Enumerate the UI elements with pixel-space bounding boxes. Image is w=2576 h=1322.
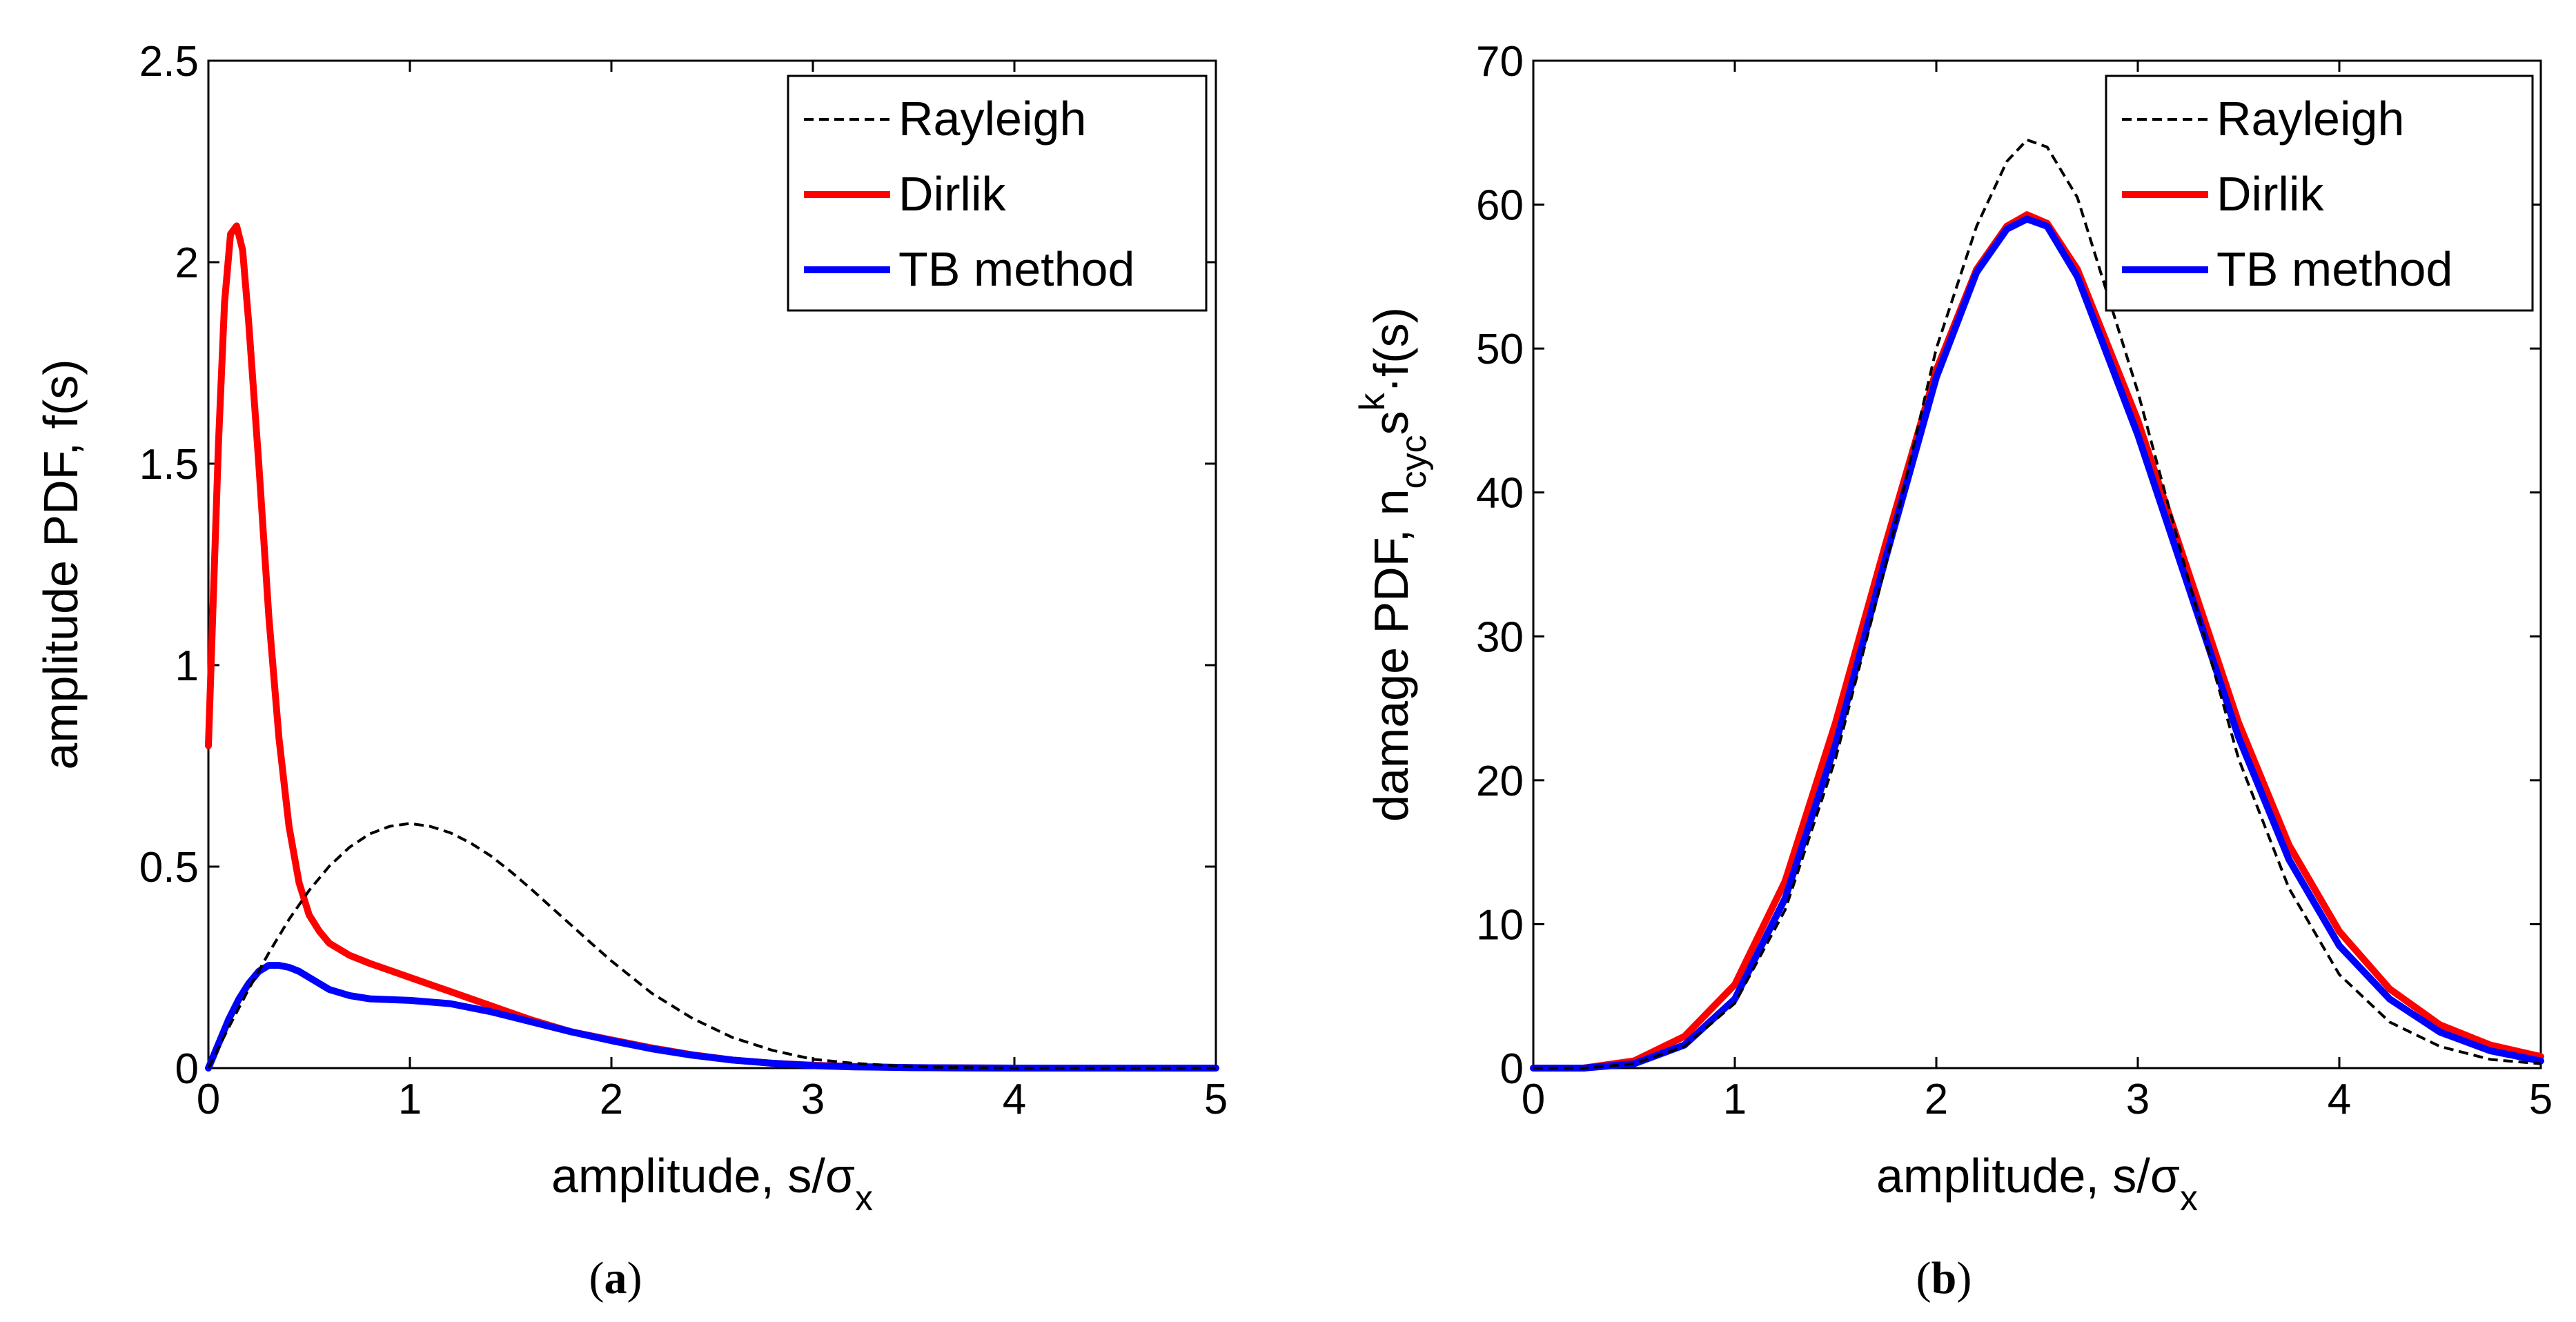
legend-label-rayleigh-a: Rayleigh [898, 92, 1086, 146]
y-tick-label-b-0: 0 [1500, 1045, 1524, 1093]
y-tick-label-a-3: 1.5 [139, 441, 199, 489]
plot-area-frame-a [207, 59, 1217, 1069]
plot-area-frame-b [1532, 59, 2542, 1069]
series-line-dirlik-a [205, 222, 1219, 1072]
y-axis-label-a: amplitude PDF, f(s) [34, 359, 88, 769]
series-group-a [205, 222, 1219, 1072]
y-tick-label-b-5: 50 [1476, 326, 1524, 373]
legend-label-tb-b: TB method [2216, 242, 2452, 296]
y-tick-label-a-1: 0.5 [139, 844, 199, 891]
y-tick-label-a-2: 1 [175, 642, 199, 690]
x-tick-label-b-0: 0 [1522, 1076, 1545, 1123]
x-tick-label-a-0: 0 [197, 1076, 220, 1123]
series-group-b [1530, 138, 2544, 1072]
y-tick-label-b-4: 40 [1476, 470, 1524, 517]
legend-a: Rayleigh Dirlik TB method [787, 75, 1208, 312]
x-tick-label-b-1: 1 [1723, 1076, 1747, 1123]
x-tick-label-a-4: 4 [1003, 1076, 1026, 1123]
series-line-rayleigh-b [1533, 138, 2541, 1069]
series-line-rayleigh-a [207, 822, 1216, 1069]
y-tick-label-b-7: 70 [1476, 38, 1524, 86]
y-tick-label-b-2: 20 [1476, 758, 1524, 805]
x-axis-label-b: amplitude, s/σx [1876, 1149, 2198, 1219]
x-tick-label-a-3: 3 [801, 1076, 825, 1123]
x-tick-label-b-5: 5 [2529, 1076, 2553, 1123]
y-tick-label-a-0: 0 [175, 1045, 199, 1093]
y-tick-label-b-6: 60 [1476, 182, 1524, 230]
series-line-tb-method-a [205, 962, 1219, 1072]
series-line-tb-method-b [1530, 215, 2544, 1072]
y-axis-label-b: damage PDF, ncycsk·f(s) [1353, 307, 1434, 822]
legend-label-rayleigh-b: Rayleigh [2216, 92, 2404, 146]
legend-label-dirlik-b: Dirlik [2216, 167, 2325, 221]
y-tick-label-b-3: 30 [1476, 613, 1524, 661]
legend-label-tb-a: TB method [898, 242, 1134, 296]
y-tick-label-a-4: 2 [175, 239, 199, 287]
y-tick-label-a-5: 2.5 [139, 38, 199, 86]
caption-a: (a) [589, 1253, 642, 1303]
x-axis-label-a: amplitude, s/σx [551, 1149, 873, 1219]
x-tick-label-b-3: 3 [2126, 1076, 2150, 1123]
x-tick-label-a-2: 2 [600, 1076, 623, 1123]
x-tick-label-a-1: 1 [398, 1076, 422, 1123]
legend-label-dirlik-a: Dirlik [898, 167, 1007, 221]
y-tick-label-b-1: 10 [1476, 901, 1524, 949]
chart-panel-a: 0 1 2 3 4 5 0 0.5 1 1.5 2 2.5 amplitude, s/σx ampli… [34, 38, 1228, 1303]
legend-b: Rayleigh Dirlik TB method [2105, 75, 2534, 312]
x-tick-label-b-2: 2 [1925, 1076, 1948, 1123]
tick-group-a: 0 1 2 3 4 5 0 0.5 1 1.5 2 2.5 [139, 38, 1228, 1123]
caption-b: (b) [1916, 1253, 1972, 1303]
x-tick-label-a-5: 5 [1204, 1076, 1228, 1123]
x-tick-label-b-4: 4 [2328, 1076, 2351, 1123]
series-line-dirlik-b [1530, 211, 2544, 1072]
